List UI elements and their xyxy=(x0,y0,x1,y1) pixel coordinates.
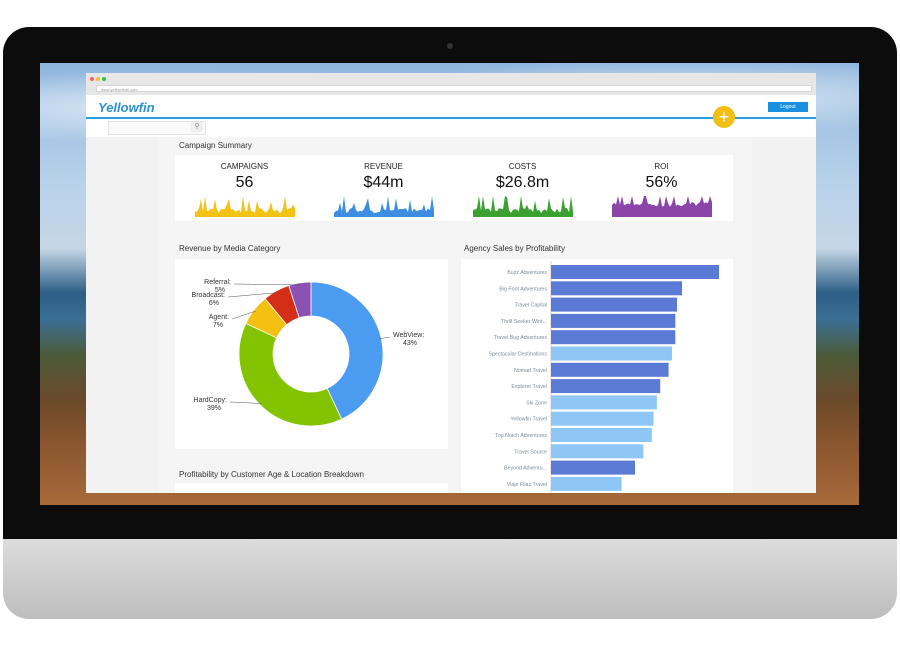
kpi-roi[interactable]: ROI 56% xyxy=(592,155,731,221)
bar-mark[interactable] xyxy=(551,411,654,426)
bar-mark[interactable] xyxy=(551,265,719,279)
bar-category-label: Nomad Travel xyxy=(514,368,547,374)
donut-label-name: Broadcast: xyxy=(192,292,226,299)
bar-category-label: Travel Bug Adventures xyxy=(494,335,548,341)
donut-label-pct: 6% xyxy=(209,300,219,307)
maximize-window-icon[interactable] xyxy=(102,77,106,81)
bar-category-label: Viaje Filaz Travel xyxy=(507,482,547,488)
monitor-chin xyxy=(3,539,897,619)
bar-category-label: Beyond Adventu... xyxy=(504,466,547,472)
donut-leader-line xyxy=(227,292,278,298)
bar-category-label: Spectacular Destinations xyxy=(488,352,547,358)
search-input[interactable] xyxy=(108,121,206,135)
bar-category-label: Yellowfin Travel xyxy=(510,417,547,423)
donut-leader-line xyxy=(231,310,256,320)
bar-category-label: Travel Capital xyxy=(515,303,547,309)
donut-chart: WebView:43% HardCopy:39% Agent:7% Broadcast… xyxy=(192,279,424,427)
sparkline-area xyxy=(334,196,434,217)
bar-mark[interactable] xyxy=(551,379,661,394)
bar-card: Buzz Adventures Big Foot Adventures Travel… xyxy=(461,259,733,493)
bar-mark[interactable] xyxy=(551,476,622,491)
sparkline-area xyxy=(195,196,295,217)
profitability-card xyxy=(175,483,448,493)
kpi-value: 56% xyxy=(645,174,678,191)
kpi-label: CAMPAIGNS xyxy=(220,162,269,171)
kpi-sparkline xyxy=(612,196,712,217)
bar-mark[interactable] xyxy=(551,281,683,296)
donut-slice-hardcopy[interactable] xyxy=(238,322,343,427)
campaign-summary-title: Campaign Summary xyxy=(179,141,252,150)
kpi-sparkline xyxy=(334,196,434,217)
yellowfin-logo[interactable]: Yellowfin xyxy=(98,100,155,115)
address-bar[interactable]: www.yellowfinbi.com xyxy=(96,85,812,92)
add-button[interactable]: + xyxy=(713,106,735,128)
bar-mark[interactable] xyxy=(551,428,652,442)
donut-label-pct: 5% xyxy=(215,287,225,294)
close-window-icon[interactable] xyxy=(90,77,94,81)
agency-sales-title: Agency Sales by Profitability xyxy=(464,244,565,253)
donut-label-name: WebView: xyxy=(393,332,424,339)
bar-mark[interactable] xyxy=(551,330,676,345)
kpi-label: COSTS xyxy=(508,162,537,171)
bar-chart: Buzz Adventures Big Foot Adventures Travel… xyxy=(488,261,719,493)
browser-window: www.yellowfinbi.com Yellowfin Logout ⚲ +… xyxy=(86,73,816,493)
donut-label-name: HardCopy: xyxy=(194,397,228,404)
app-header: Yellowfin Logout xyxy=(86,95,816,117)
bar-category-label: Ski Zone xyxy=(526,400,547,406)
revenue-by-media-title: Revenue by Media Category xyxy=(179,244,281,253)
bar-mark[interactable] xyxy=(551,297,677,312)
donut-label-name: Agent: xyxy=(209,314,229,321)
bar-mark[interactable] xyxy=(551,395,657,410)
search-row: ⚲ xyxy=(86,119,816,137)
profitability-title: Profitability by Customer Age & Location… xyxy=(179,470,364,479)
bar-category-label: Thrill Seeker Wint... xyxy=(501,319,547,325)
donut-leader-line xyxy=(233,283,301,286)
donut-label-pct: 39% xyxy=(207,405,221,412)
bar-mark[interactable] xyxy=(551,444,644,459)
bar-category-label: Explorer Travel xyxy=(511,384,547,390)
donut-slice-referral[interactable] xyxy=(288,281,312,319)
bar-category-label: Big Foot Adventures xyxy=(499,286,547,292)
donut-label-name: Referral: xyxy=(204,279,231,286)
header-divider xyxy=(86,117,816,119)
sparkline-area xyxy=(612,196,712,217)
donut-label-pct: 43% xyxy=(403,340,417,347)
search-icon[interactable]: ⚲ xyxy=(191,122,203,132)
donut-leader-line xyxy=(229,401,262,404)
bar-mark[interactable] xyxy=(551,346,672,361)
bar-mark[interactable] xyxy=(551,313,676,328)
kpi-revenue[interactable]: REVENUE $44m xyxy=(314,155,453,221)
kpi-label: REVENUE xyxy=(364,162,403,171)
sparkline-area xyxy=(473,196,573,217)
kpi-strip: CAMPAIGNS 56 REVENUE $44m COSTS $26.8m R… xyxy=(175,155,733,221)
bar-mark[interactable] xyxy=(551,460,635,475)
kpi-costs[interactable]: COSTS $26.8m xyxy=(453,155,592,221)
kpi-campaigns[interactable]: CAMPAIGNS 56 xyxy=(175,155,314,221)
donut-card: WebView: 43% HardCopy: 39% Agent: 7% Broadcast… xyxy=(175,259,448,449)
browser-chrome: www.yellowfinbi.com xyxy=(86,73,816,96)
bar-category-label: Travel Source xyxy=(514,449,547,455)
bar-category-label: Buzz Adventures xyxy=(507,270,547,276)
donut-leader-line xyxy=(379,336,391,339)
dashboard-canvas: Campaign Summary CAMPAIGNS 56 REVENUE $4… xyxy=(159,137,752,493)
donut-slice-webview[interactable] xyxy=(310,281,384,420)
kpi-sparkline xyxy=(195,196,295,217)
minimize-window-icon[interactable] xyxy=(96,77,100,81)
kpi-value: 56 xyxy=(235,174,254,191)
kpi-value: $26.8m xyxy=(495,174,550,191)
logo-text: Yellowfin xyxy=(98,100,155,115)
kpi-value: $44m xyxy=(363,174,404,191)
kpi-label: ROI xyxy=(654,162,669,171)
bar-category-label: Top Notch Adventures xyxy=(495,433,547,439)
camera-icon xyxy=(447,43,453,49)
logout-button[interactable]: Logout xyxy=(768,102,808,112)
kpi-sparkline xyxy=(473,196,573,217)
bar-mark[interactable] xyxy=(551,362,669,377)
donut-label-pct: 7% xyxy=(213,322,223,329)
